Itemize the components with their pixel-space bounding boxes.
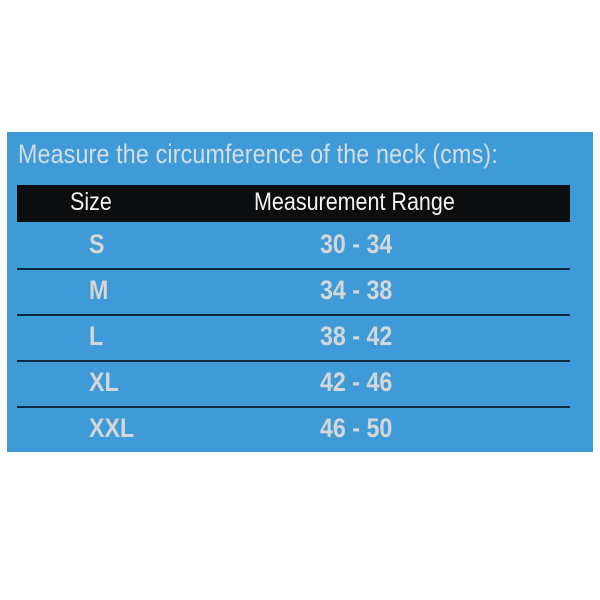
size-cell: S	[89, 229, 105, 259]
table-header: Size Measurement Range	[17, 185, 570, 222]
size-cell: XXL	[89, 413, 135, 443]
header-range: Measurement Range	[254, 188, 455, 216]
table-row: M 34 - 38	[17, 268, 570, 316]
range-cell: 34 - 38	[320, 275, 393, 305]
chart-title: Measure the circumference of the neck (c…	[18, 139, 498, 169]
range-cell: 38 - 42	[320, 321, 393, 351]
table-row: XXL 46 - 50	[17, 406, 570, 452]
table-row: XL 42 - 46	[17, 360, 570, 408]
header-size: Size	[70, 188, 112, 216]
size-cell: L	[89, 321, 104, 351]
size-cell: XL	[89, 367, 119, 397]
range-cell: 30 - 34	[320, 229, 393, 259]
range-cell: 42 - 46	[320, 367, 393, 397]
size-cell: M	[89, 275, 109, 305]
table-row: L 38 - 42	[17, 314, 570, 362]
range-cell: 46 - 50	[320, 413, 393, 443]
table-row: S 30 - 34	[17, 222, 570, 270]
